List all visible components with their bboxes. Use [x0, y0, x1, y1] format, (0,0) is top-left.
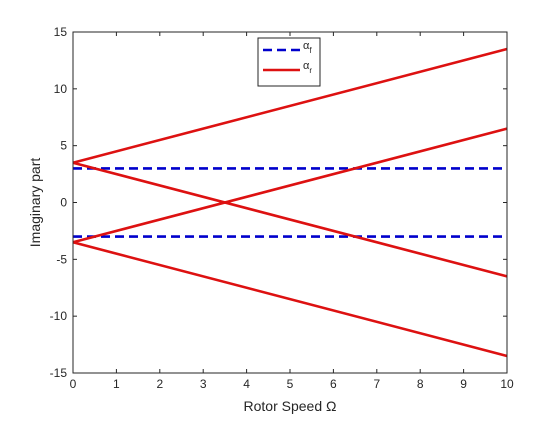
x-tick-label: 1	[113, 377, 120, 391]
series-layer	[72, 47, 508, 358]
legend: αf αr	[257, 37, 321, 87]
legend-label: αf	[303, 40, 312, 55]
legend-label: αr	[303, 60, 312, 75]
y-tick-label: 15	[54, 25, 68, 39]
y-tick-label: 5	[60, 139, 67, 153]
series-line-5	[72, 127, 508, 244]
series-line-6	[72, 241, 508, 358]
x-tick-label: 9	[460, 377, 467, 391]
y-tick-label: -10	[50, 309, 68, 323]
tick-layer: 0 1 2 3 4 5 6 7 8 9 10 -15 -10 -5 0 5 10 15	[50, 25, 514, 391]
x-tick-label: 4	[243, 377, 250, 391]
y-tick-label: -5	[56, 252, 67, 266]
x-tick-label: 7	[373, 377, 380, 391]
legend-label-subscript: r	[309, 66, 312, 75]
legend-box	[257, 37, 321, 87]
y-tick-label: 0	[60, 196, 67, 210]
series-line-3	[72, 47, 508, 164]
x-tick-label: 10	[500, 377, 514, 391]
x-tick-label: 3	[200, 377, 207, 391]
y-tick-label: 10	[54, 82, 68, 96]
x-tick-label: 2	[156, 377, 163, 391]
y-axis-label: Imaginary part	[27, 158, 43, 248]
series-line-4	[72, 161, 508, 278]
x-axis-label: Rotor Speed Ω	[244, 398, 337, 414]
x-tick-label: 6	[330, 377, 337, 391]
legend-label-subscript: f	[309, 46, 312, 55]
x-tick-label: 0	[70, 377, 77, 391]
y-tick-label: -15	[50, 366, 68, 380]
x-tick-label: 8	[417, 377, 424, 391]
x-tick-label: 5	[287, 377, 294, 391]
